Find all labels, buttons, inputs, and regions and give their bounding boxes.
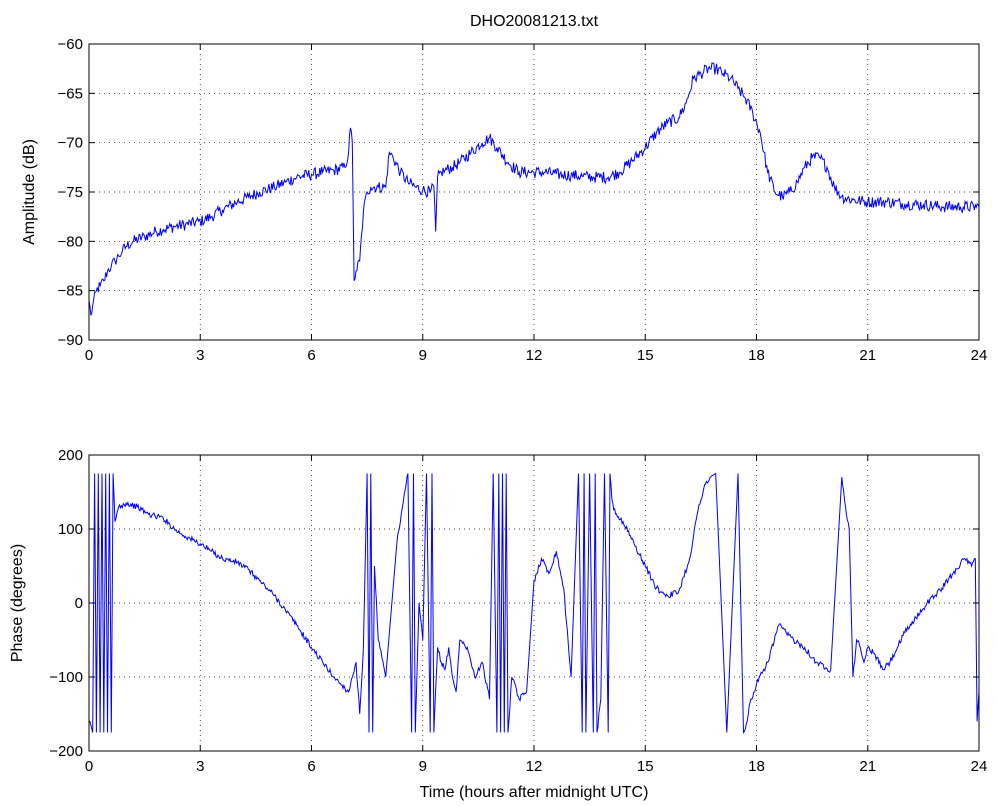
phase-x-tick-label: 15 (637, 758, 654, 775)
amplitude-series-line (88, 62, 980, 316)
amplitude-x-tick-label: 12 (526, 347, 543, 364)
amplitude-x-tick-label: 15 (637, 347, 654, 364)
phase-x-tick-label: 24 (971, 758, 988, 775)
amplitude-y-tick-label: −90 (58, 332, 83, 349)
amplitude-y-tick-label: −70 (58, 135, 83, 152)
amplitude-ticks: 0 3 6 9 12 15 18 21 24 −90 −85 −80 −75 −70 −65 −60 (58, 36, 988, 364)
amplitude-x-tick-label: 24 (971, 347, 988, 364)
phase-x-tick-label: 3 (196, 758, 204, 775)
phase-grid (89, 455, 979, 751)
amplitude-y-tick-label: −65 (58, 85, 83, 102)
phase-x-tick-label: 18 (748, 758, 765, 775)
phase-ticks: 0 3 6 9 12 15 18 21 24 −200 −100 0 100 200 (49, 447, 987, 775)
amplitude-grid (89, 44, 979, 340)
amplitude-y-axis-label: Amplitude (dB) (21, 139, 38, 245)
phase-x-tick-label: 12 (526, 758, 543, 775)
phase-x-tick-label: 6 (307, 758, 315, 775)
phase-panel: 0 3 6 9 12 15 18 21 24 −200 −100 0 100 200 Time (hour… (9, 447, 987, 801)
amplitude-y-tick-label: −80 (58, 233, 83, 250)
amplitude-x-tick-label: 21 (859, 347, 876, 364)
amplitude-x-tick-label: 3 (196, 347, 204, 364)
amplitude-x-tick-label: 0 (85, 347, 93, 364)
phase-x-tick-label: 9 (419, 758, 427, 775)
amplitude-y-tick-label: −75 (58, 184, 83, 201)
amplitude-y-tick-label: −85 (58, 283, 83, 300)
chart-title: DHO20081213.txt (470, 13, 599, 30)
amplitude-x-tick-label: 9 (419, 347, 427, 364)
phase-y-tick-label: −100 (49, 669, 83, 686)
amplitude-y-tick-label: −60 (58, 36, 83, 53)
phase-x-axis-label: Time (hours after midnight UTC) (420, 784, 649, 801)
phase-y-axis-label: Phase (degrees) (9, 544, 26, 662)
phase-y-tick-label: 100 (58, 521, 83, 538)
phase-series-line (88, 472, 980, 734)
amplitude-x-tick-label: 6 (307, 347, 315, 364)
amplitude-panel: 0 3 6 9 12 15 18 21 24 −90 −85 −80 −75 −70 −65 −60 DHO2… (21, 13, 987, 364)
phase-y-tick-label: 0 (75, 595, 83, 612)
phase-x-tick-label: 0 (85, 758, 93, 775)
amplitude-x-tick-label: 18 (748, 347, 765, 364)
phase-y-tick-label: −200 (49, 743, 83, 760)
phase-x-tick-label: 21 (859, 758, 876, 775)
phase-y-tick-label: 200 (58, 447, 83, 464)
